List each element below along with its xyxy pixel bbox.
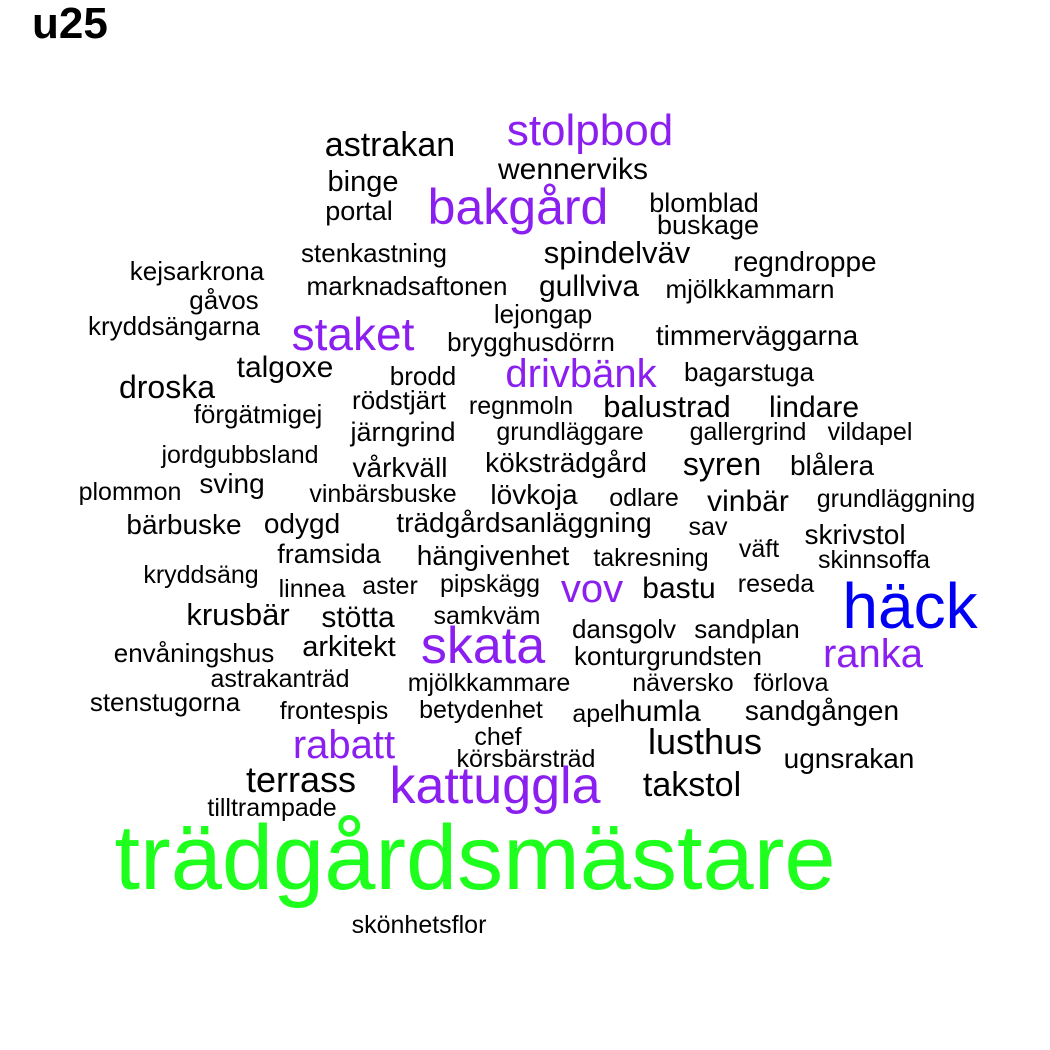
cloud-word: blomblad [649, 188, 759, 218]
cloud-word: dansgolv [571, 614, 677, 644]
cloud-word: gåvos [189, 285, 259, 315]
cloud-word: reseda [737, 570, 815, 598]
cloud-word: wennerviks [497, 153, 649, 186]
cloud-word: köksträdgård [485, 447, 647, 478]
cloud-word: envåningshus [113, 638, 275, 668]
cloud-word: portal [325, 196, 393, 226]
cloud-word: odygd [263, 508, 341, 539]
cloud-word: binge [327, 166, 399, 198]
cloud-word: lusthus [647, 721, 763, 762]
cloud-word: talgoxe [236, 351, 334, 384]
cloud-word: syren [682, 446, 762, 482]
cloud-word: brygghusdörrn [447, 327, 615, 357]
cloud-word: skönhetsflor [351, 911, 487, 939]
cloud-word: rabatt [292, 723, 396, 767]
cloud-word: timmerväggarna [655, 320, 859, 351]
cloud-word: linnea [278, 575, 346, 603]
cloud-word: stötta [321, 601, 395, 634]
cloud-word: lövkoja [490, 479, 578, 510]
cloud-word: sandgången [744, 695, 900, 726]
cloud-word: tilltrampade [207, 794, 337, 822]
cloud-word: väft [738, 535, 780, 563]
cloud-word: plommon [78, 478, 182, 506]
cloud-word: kattuggla [389, 757, 601, 815]
cloud-word: vinbärsbuske [309, 480, 457, 508]
cloud-word: körsbärsträd [456, 745, 596, 773]
cloud-word: ranka [822, 632, 924, 676]
cloud-word: ugnsrakan [783, 743, 915, 774]
cloud-word: stenstugorna [89, 687, 241, 717]
cloud-word: konturgrundsten [574, 641, 762, 671]
cloud-title: u25 [32, 0, 108, 48]
cloud-word: rödstjärt [352, 385, 446, 415]
cloud-word: staket [291, 308, 415, 360]
cloud-word: skata [420, 617, 546, 675]
cloud-word: trädgårdsanläggning [396, 507, 652, 538]
cloud-word: bakgård [427, 179, 609, 235]
cloud-word: balustrad [603, 389, 731, 424]
cloud-word: mjölkkammare [407, 669, 571, 697]
cloud-word: vinbär [707, 485, 789, 518]
cloud-word: förgätmigej [193, 399, 323, 429]
cloud-word: hängivenhet [416, 540, 570, 571]
cloud-word: mjölkkammarn [665, 274, 835, 304]
cloud-word: lejongap [493, 299, 593, 329]
cloud-word: krusbär [186, 597, 290, 632]
cloud-word: astrakanträd [210, 665, 350, 693]
cloud-word: kryddsäng [143, 561, 259, 589]
cloud-word: vov [560, 567, 624, 611]
cloud-word: odlare [609, 484, 679, 512]
cloud-word: trädgårdsmästare [114, 807, 836, 909]
cloud-word: lindare [768, 391, 860, 424]
cloud-word: sving [199, 468, 265, 499]
cloud-word: blålera [789, 450, 875, 481]
cloud-word: betydenhet [419, 696, 543, 724]
cloud-word: häck [842, 570, 978, 642]
cloud-word: spindelväv [543, 235, 691, 270]
cloud-word: terrass [245, 759, 357, 800]
cloud-word: kejsarkrona [129, 256, 265, 286]
cloud-word: bastu [642, 572, 716, 605]
cloud-word: vårkväll [352, 452, 448, 483]
cloud-word: humla [619, 695, 701, 728]
cloud-word: skrivstol [804, 519, 906, 550]
cloud-word: chef [474, 723, 522, 751]
cloud-word: jordgubbsland [161, 441, 319, 469]
cloud-word: pipskägg [439, 570, 541, 598]
cloud-word: näversko [632, 669, 734, 697]
cloud-word: gallergrind [689, 418, 807, 446]
cloud-word: marknadsaftonen [306, 271, 508, 301]
cloud-word: brodd [389, 361, 457, 391]
cloud-word: aster [362, 572, 418, 600]
cloud-word: bärbuske [126, 509, 242, 540]
cloud-word: vildapel [827, 418, 913, 446]
cloud-word: samkväm [433, 602, 541, 630]
cloud-word: kryddsängarna [88, 311, 260, 341]
cloud-word: förlova [753, 669, 829, 697]
cloud-word: grundläggning [816, 485, 976, 513]
cloud-word: gullviva [538, 270, 640, 303]
cloud-word: grundläggare [496, 418, 644, 446]
cloud-word: bagarstuga [683, 357, 815, 387]
cloud-word: sandplan [694, 614, 800, 644]
cloud-word: buskage [656, 210, 760, 240]
cloud-word: frontespis [279, 697, 389, 725]
cloud-word: takstol [642, 766, 742, 804]
cloud-word: regndroppe [733, 246, 877, 277]
cloud-word: droska [118, 369, 216, 405]
cloud-word: regnmoln [468, 392, 574, 420]
cloud-word: drivbänk [505, 352, 657, 396]
cloud-word: sav [688, 513, 728, 541]
cloud-word: astrakan [324, 126, 456, 164]
cloud-word: stenkastning [301, 238, 447, 268]
cloud-word: arkitekt [302, 631, 396, 663]
cloud-word: järngrind [350, 417, 456, 447]
cloud-word: stolpbod [506, 106, 674, 155]
cloud-word: apel [572, 700, 620, 728]
cloud-word: framsida [277, 539, 381, 569]
cloud-word: skinnsoffa [817, 546, 931, 574]
cloud-word: takresning [593, 544, 709, 572]
